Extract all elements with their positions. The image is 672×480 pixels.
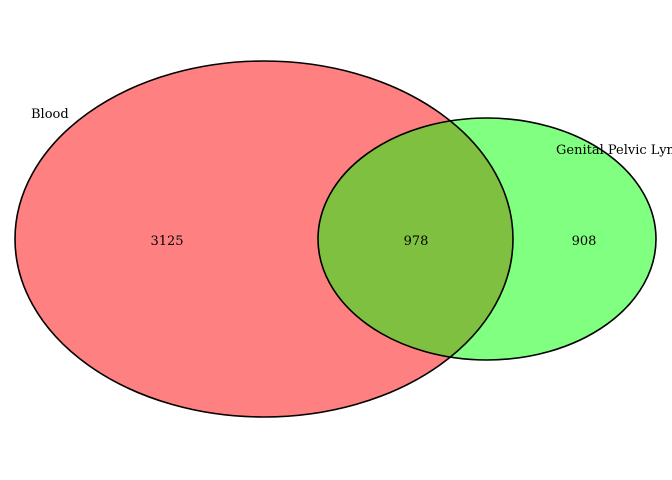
count-genital-pelvic-lymph-node-only: 908 (572, 234, 597, 249)
set-label-blood: Blood (31, 107, 69, 122)
set-label-genital-pelvic-lymph-node: Genital Pelvic Lymph Node (556, 143, 672, 158)
intersection-region (318, 118, 513, 360)
set-blood-outline (14, 60, 514, 418)
count-intersection: 978 (404, 234, 429, 249)
set-genital-pelvic-lymph-node-outline (317, 117, 657, 361)
count-blood-only: 3125 (150, 234, 183, 249)
